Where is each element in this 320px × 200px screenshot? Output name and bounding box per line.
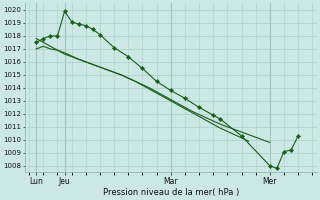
X-axis label: Pression niveau de la mer( hPa ): Pression niveau de la mer( hPa ) — [103, 188, 239, 197]
